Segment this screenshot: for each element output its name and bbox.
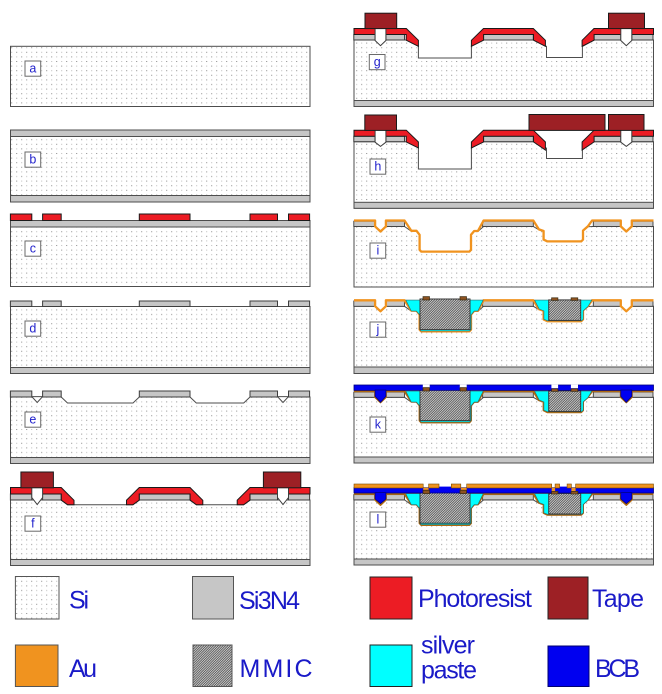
svg-text:Si: Si (69, 587, 89, 615)
svg-text:c: c (30, 242, 36, 256)
svg-text:j: j (376, 323, 380, 337)
svg-text:silver: silver (421, 632, 475, 660)
svg-text:e: e (29, 413, 36, 427)
svg-text:BCB: BCB (595, 655, 640, 683)
svg-text:Photoresist: Photoresist (418, 585, 532, 613)
svg-text:Au: Au (69, 655, 97, 683)
svg-text:k: k (375, 418, 382, 432)
svg-text:g: g (374, 55, 381, 69)
svg-text:paste: paste (421, 657, 477, 685)
svg-text:d: d (29, 322, 36, 336)
svg-text:l: l (377, 513, 380, 527)
svg-text:h: h (374, 160, 381, 174)
svg-text:Si3N4: Si3N4 (239, 587, 300, 615)
svg-text:i: i (377, 244, 380, 258)
svg-text:a: a (29, 62, 36, 76)
svg-text:f: f (31, 517, 35, 531)
svg-text:Tape: Tape (592, 585, 644, 613)
svg-text:MMIC: MMIC (240, 655, 313, 683)
svg-text:b: b (29, 153, 36, 167)
